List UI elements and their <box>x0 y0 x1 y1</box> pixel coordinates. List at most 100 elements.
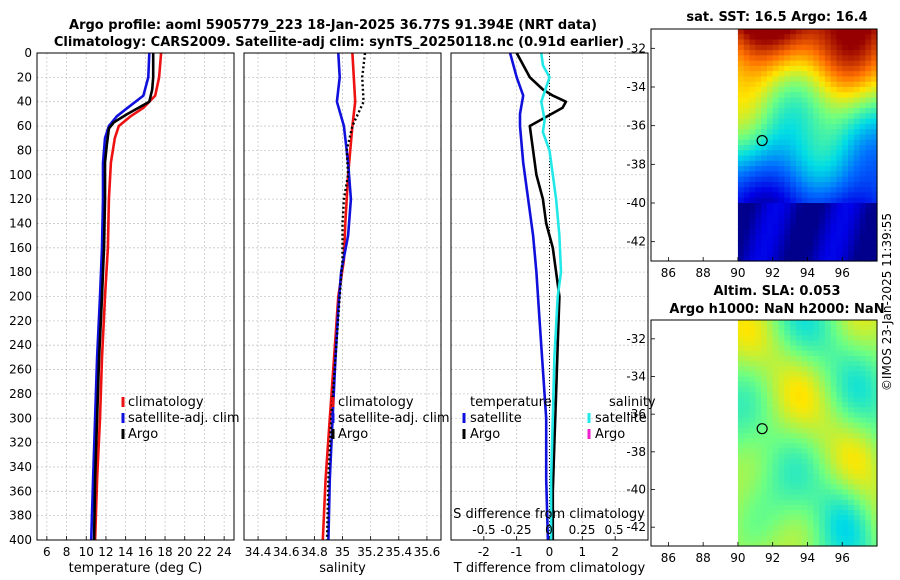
heatmap-cell <box>848 203 855 209</box>
heatmap-cell <box>749 520 756 527</box>
heatmap-cell <box>737 391 745 398</box>
heatmap-cell <box>795 376 803 383</box>
heatmap-cell <box>813 350 820 357</box>
heatmap-cell <box>784 433 791 439</box>
heatmap-cell <box>766 92 774 99</box>
heatmap-cell <box>859 123 867 130</box>
heatmap-cell <box>842 60 849 67</box>
heatmap-cell <box>853 540 861 547</box>
heatmap-cell <box>743 250 751 257</box>
heatmap-cell <box>871 118 878 125</box>
heatmap-cell <box>743 213 751 220</box>
heatmap-cell <box>755 520 762 527</box>
heatmap-cell <box>813 474 820 480</box>
heatmap-cell <box>836 499 843 506</box>
heatmap-cell <box>842 139 849 146</box>
heatmap-cell <box>824 87 832 93</box>
heatmap-cell <box>737 213 745 220</box>
heatmap-cell <box>871 474 878 480</box>
heatmap-cell <box>790 213 797 220</box>
heatmap-cell <box>749 325 756 331</box>
heatmap-cell <box>819 155 826 162</box>
heatmap-cell <box>819 504 826 511</box>
heatmap-cell <box>848 155 855 162</box>
heatmap-cell <box>842 129 849 136</box>
heatmap-cell <box>766 355 774 362</box>
heatmap-cell <box>772 345 780 352</box>
heatmap-cell <box>819 448 826 455</box>
heatmap-cell <box>737 150 745 157</box>
heatmap-cell <box>830 499 838 506</box>
heatmap-cell <box>761 139 768 146</box>
heatmap-cell <box>778 494 785 501</box>
heatmap-cell <box>737 463 745 470</box>
heatmap-cell <box>772 108 780 114</box>
heatmap-cell <box>842 234 849 241</box>
x-tick-label: 35.2 <box>357 545 384 559</box>
heatmap-cell <box>848 181 855 188</box>
heatmap-cell <box>836 412 843 419</box>
heatmap-cell <box>772 234 780 241</box>
heatmap-cell <box>859 530 867 537</box>
heatmap-cell <box>859 397 867 403</box>
heatmap-cell <box>795 102 803 109</box>
heatmap-cell <box>801 155 809 162</box>
heatmap-cell <box>836 427 843 434</box>
heatmap-cell <box>853 448 861 455</box>
heatmap-cell <box>807 412 814 419</box>
heatmap-cell <box>795 224 803 230</box>
heatmap-cell <box>871 345 878 352</box>
copyright-timestamp: ©IMOS 23-Jan-2025 11:39:55 <box>880 213 894 391</box>
heatmap-cell <box>853 181 861 188</box>
heatmap-cell <box>778 92 785 99</box>
heatmap-cell <box>836 504 843 511</box>
heatmap-cell <box>824 438 832 444</box>
heatmap-cell <box>778 39 785 46</box>
heatmap-cell <box>871 510 878 516</box>
x-tick-label: 86 <box>661 551 676 565</box>
heatmap-cell <box>859 118 867 125</box>
y-tick-label: 20 <box>17 70 32 84</box>
heatmap-cell <box>795 171 803 178</box>
heatmap-cell <box>737 525 745 532</box>
heatmap-cell <box>842 150 849 157</box>
heatmap-cell <box>859 29 867 35</box>
heatmap-cell <box>813 361 820 367</box>
legend-title-salinity: salinity <box>609 395 656 410</box>
heatmap-cell <box>766 134 774 141</box>
heatmap-cell <box>790 176 797 183</box>
y-tick-label: -36 <box>626 407 646 421</box>
series-line-t-argo <box>515 52 568 540</box>
heatmap-cell <box>743 71 751 78</box>
heatmap-cell <box>761 535 768 542</box>
heatmap-cell <box>865 239 872 246</box>
heatmap-cell <box>853 407 861 414</box>
heatmap-cell <box>790 34 797 41</box>
heatmap-cell <box>836 453 843 460</box>
heatmap-cell <box>848 515 855 521</box>
heatmap-cell <box>801 255 809 262</box>
heatmap-cell <box>836 65 843 72</box>
heatmap-cell <box>853 376 861 383</box>
heatmap-cell <box>871 361 878 367</box>
heatmap-cell <box>737 417 745 424</box>
heatmap-cell <box>853 176 861 183</box>
heatmap-cell <box>790 229 797 236</box>
heatmap-cell <box>737 255 745 262</box>
heatmap-cell <box>778 29 785 35</box>
heatmap-cell <box>836 474 843 480</box>
heatmap-cell <box>755 239 762 246</box>
heatmap-cell <box>790 530 797 537</box>
axes-frame <box>650 319 878 547</box>
heatmap-cell <box>830 203 838 209</box>
heatmap-cell <box>801 224 809 230</box>
heatmap-cell <box>859 181 867 188</box>
heatmap-cell <box>871 250 878 257</box>
heatmap-cell <box>766 433 774 439</box>
heatmap-cell <box>795 427 803 434</box>
heatmap-cell <box>737 203 745 209</box>
heatmap-cell <box>871 340 878 347</box>
heatmap-cell <box>859 76 867 83</box>
heatmap-cell <box>761 417 768 424</box>
x-tick-label: 22 <box>197 545 212 559</box>
